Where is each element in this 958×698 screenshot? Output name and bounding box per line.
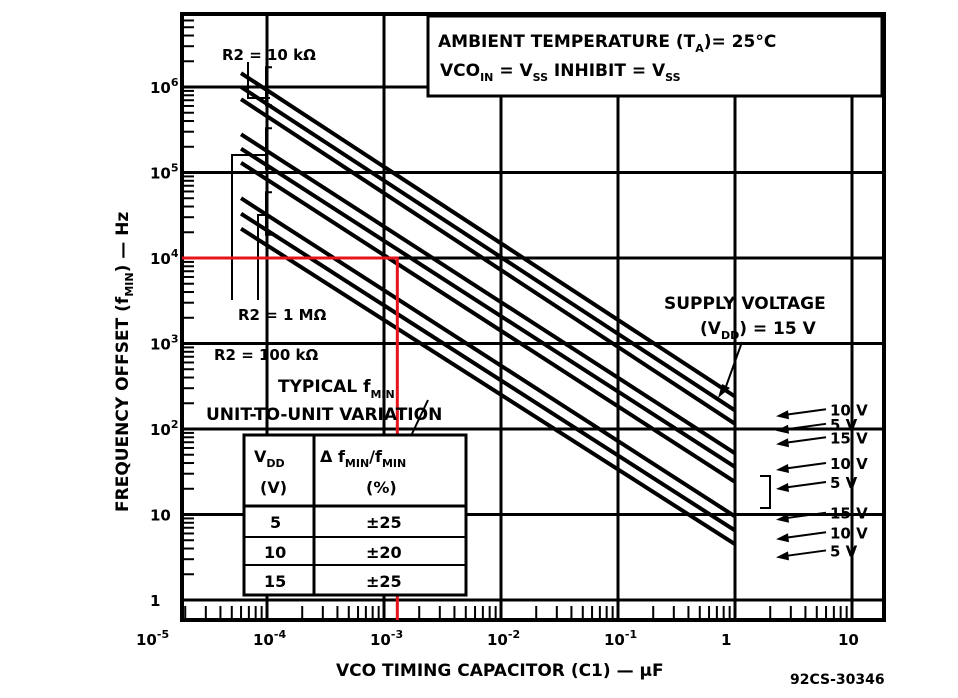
unit-variation-label: UNIT-TO-UNIT VARIATION xyxy=(206,405,442,425)
end-label: 5 V xyxy=(830,542,858,560)
table-row-vdd: 5 xyxy=(270,513,281,532)
group-bracket xyxy=(265,191,272,236)
supply-arrow-head xyxy=(718,384,730,398)
series-line xyxy=(239,132,737,455)
end-label: 5 V xyxy=(830,416,858,434)
end-label: 10 V xyxy=(830,524,868,542)
table-row-variation: ±25 xyxy=(366,513,402,532)
series-line xyxy=(239,146,737,469)
end-label-arrow xyxy=(781,462,827,471)
figure-id: 92CS-30346 xyxy=(790,672,885,688)
x-tick-label: 10-5 xyxy=(136,628,169,649)
table-header-vdd: VDD xyxy=(254,447,285,470)
annotation-layer: 10-5 10-4 10-3 10-2 10-1 1 1011010210310410510… xyxy=(136,62,868,649)
series-line xyxy=(239,196,737,519)
variation-table: VDD (V) Δ fMIN/fMIN (%) 5 ±25 10 ±20 15 … xyxy=(242,433,468,597)
table-row-vdd: 15 xyxy=(264,572,286,591)
series-line xyxy=(239,85,737,413)
end-label-arrow xyxy=(781,511,827,520)
y-tick-label: 10 xyxy=(150,507,171,525)
x-tick-label: 10-4 xyxy=(253,628,286,649)
table-header-variation-unit: (%) xyxy=(366,478,397,497)
end-bracket xyxy=(760,475,771,509)
end-label: 5 V xyxy=(830,474,858,492)
end-label-arrow xyxy=(781,549,827,558)
leader-line xyxy=(257,214,268,300)
series-line xyxy=(239,161,737,484)
end-label-arrowhead xyxy=(776,410,789,420)
end-label-arrowhead xyxy=(776,513,789,523)
header-box xyxy=(426,14,884,98)
y-axis-title: FREQUENCY OFFSET (fMIN) — Hz xyxy=(113,212,136,512)
end-label-arrow xyxy=(781,481,827,489)
supply-arrow xyxy=(723,341,743,393)
table-row-vdd: 10 xyxy=(264,543,286,562)
end-label-arrowhead xyxy=(776,482,789,492)
table-row-variation: ±25 xyxy=(366,572,402,591)
end-label-arrowhead xyxy=(776,464,789,474)
supply-voltage-label: SUPPLY VOLTAGE xyxy=(664,294,826,314)
end-label-arrow xyxy=(781,422,827,431)
end-label-arrowhead xyxy=(776,438,789,448)
y-tick-label: 105 xyxy=(150,162,179,183)
table-header-vdd-unit: (V) xyxy=(260,478,287,497)
y-tick-label: 1 xyxy=(150,592,160,610)
x-tick-label: 10 xyxy=(838,631,859,649)
r2-1m-label: R2 = 1 MΩ xyxy=(238,306,327,324)
r2-100k-label: R2 = 100 kΩ xyxy=(214,346,319,364)
series-line xyxy=(239,227,737,546)
leader-line xyxy=(231,154,266,300)
header-line-1: AMBIENT TEMPERATURE (TA)= 25°C xyxy=(438,32,776,55)
end-label-arrow xyxy=(781,531,827,540)
leader-line xyxy=(247,62,270,99)
supply-voltage-value: (VDD) = 15 V xyxy=(700,319,817,342)
end-label-arrowhead xyxy=(776,551,789,561)
end-label: 15 V xyxy=(830,429,868,447)
table-header-variation: Δ fMIN/fMIN xyxy=(320,447,406,470)
x-tick-label: 10-1 xyxy=(604,628,637,649)
y-tick-label: 106 xyxy=(150,76,179,97)
y-tick-label: 103 xyxy=(150,333,179,354)
end-label-arrowhead xyxy=(776,533,789,543)
end-label-arrowhead xyxy=(776,424,789,434)
header-line-2: VCOIN = VSS INHIBIT = VSS xyxy=(440,61,681,84)
typical-arrow xyxy=(409,399,429,439)
x-tick-label: 10-3 xyxy=(370,628,403,649)
series-layer xyxy=(239,71,737,546)
group-bracket xyxy=(265,127,272,170)
y-tick-label: 102 xyxy=(150,418,179,439)
r2-10k-label: R2 = 10 kΩ xyxy=(222,46,316,64)
table-row-variation: ±20 xyxy=(366,543,402,562)
x-tick-label: 10-2 xyxy=(487,628,520,649)
end-label: 15 V xyxy=(830,505,868,523)
series-line xyxy=(239,71,737,399)
x-tick-label: 1 xyxy=(721,631,731,649)
end-label: 10 V xyxy=(830,455,868,473)
x-axis-title: VCO TIMING CAPACITOR (C1) — μF xyxy=(336,661,664,681)
y-tick-label: 104 xyxy=(150,247,179,268)
typical-fmin-label: TYPICAL fMIN xyxy=(278,377,395,401)
series-line xyxy=(239,211,737,533)
end-label: 10 V xyxy=(830,401,868,419)
series-line xyxy=(239,97,737,426)
end-label-arrow xyxy=(781,436,827,445)
end-label-arrow xyxy=(781,408,827,417)
group-bracket xyxy=(265,66,272,107)
